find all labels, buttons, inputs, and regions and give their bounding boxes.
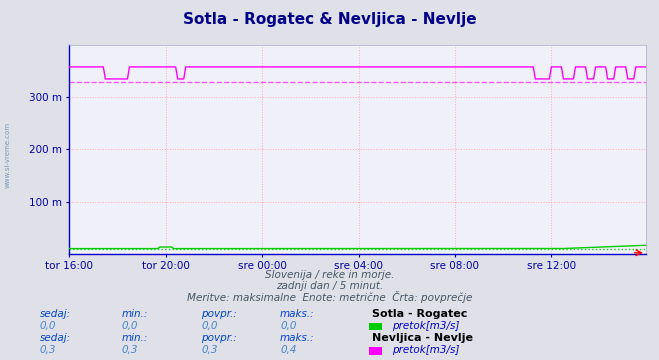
Text: 0,0: 0,0 <box>280 321 297 331</box>
Text: povpr.:: povpr.: <box>201 333 237 343</box>
Text: min.:: min.: <box>122 333 148 343</box>
Text: 0,3: 0,3 <box>40 345 56 355</box>
Text: pretok[m3/s]: pretok[m3/s] <box>392 345 459 355</box>
Text: sedaj:: sedaj: <box>40 333 71 343</box>
Text: Slovenija / reke in morje.: Slovenija / reke in morje. <box>265 270 394 280</box>
Text: maks.:: maks.: <box>280 309 315 319</box>
Text: Sotla - Rogatec: Sotla - Rogatec <box>372 309 468 319</box>
Text: 0,0: 0,0 <box>201 321 217 331</box>
Text: Nevljica - Nevlje: Nevljica - Nevlje <box>372 333 473 343</box>
Text: 0,3: 0,3 <box>201 345 217 355</box>
Text: povpr.:: povpr.: <box>201 309 237 319</box>
Text: 0,4: 0,4 <box>280 345 297 355</box>
Text: pretok[m3/s]: pretok[m3/s] <box>392 321 459 331</box>
Text: sedaj:: sedaj: <box>40 309 71 319</box>
Text: 0,3: 0,3 <box>122 345 138 355</box>
Text: zadnji dan / 5 minut.: zadnji dan / 5 minut. <box>276 281 383 291</box>
Text: www.si-vreme.com: www.si-vreme.com <box>5 122 11 188</box>
Text: Sotla - Rogatec & Nevljica - Nevlje: Sotla - Rogatec & Nevljica - Nevlje <box>183 12 476 27</box>
Text: 0,0: 0,0 <box>122 321 138 331</box>
Text: min.:: min.: <box>122 309 148 319</box>
Text: maks.:: maks.: <box>280 333 315 343</box>
Text: 0,0: 0,0 <box>40 321 56 331</box>
Text: Meritve: maksimalne  Enote: metrične  Črta: povprečje: Meritve: maksimalne Enote: metrične Črta… <box>186 291 473 303</box>
